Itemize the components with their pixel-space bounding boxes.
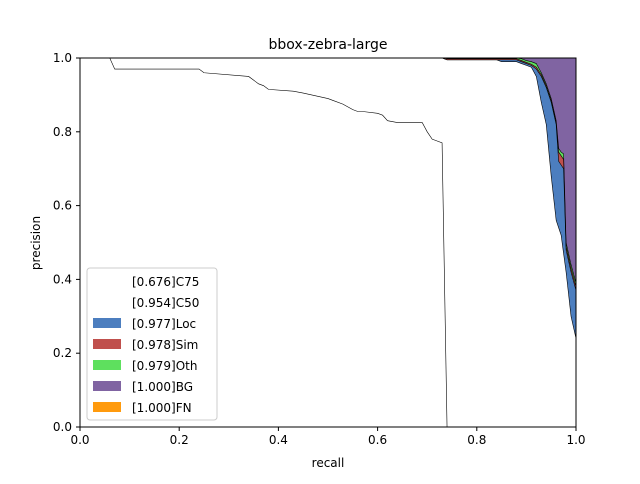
legend-swatch bbox=[93, 360, 121, 370]
legend-label: [0.954]C50 bbox=[132, 296, 199, 310]
legend-label: [0.979]Oth bbox=[132, 359, 197, 373]
y-tick-label: 0.6 bbox=[53, 199, 72, 213]
legend-swatch bbox=[93, 339, 121, 349]
legend-label: [0.676]C75 bbox=[132, 275, 199, 289]
legend-label: [0.977]Loc bbox=[132, 317, 196, 331]
y-tick-label: 0.4 bbox=[53, 272, 72, 286]
legend-swatch bbox=[93, 276, 121, 286]
chart-title: bbox-zebra-large bbox=[269, 37, 388, 53]
y-tick-label: 0.8 bbox=[53, 125, 72, 139]
y-tick-label: 0.2 bbox=[53, 346, 72, 360]
x-tick-label: 0.0 bbox=[70, 433, 89, 447]
x-tick-label: 0.8 bbox=[467, 433, 486, 447]
legend-label: [1.000]BG bbox=[132, 380, 193, 394]
legend-label: [0.978]Sim bbox=[132, 338, 198, 352]
legend-label: [1.000]FN bbox=[132, 401, 192, 415]
y-tick-label: 0.0 bbox=[53, 420, 72, 434]
x-tick-label: 0.4 bbox=[269, 433, 288, 447]
legend-swatch bbox=[93, 402, 121, 412]
x-axis-ticks: 0.0 0.2 0.4 0.6 0.8 1.0 bbox=[70, 427, 586, 447]
x-tick-label: 1.0 bbox=[566, 433, 585, 447]
legend-swatch bbox=[93, 297, 121, 307]
legend-swatch bbox=[93, 381, 121, 391]
area-band-1 bbox=[80, 58, 576, 427]
x-tick-label: 0.6 bbox=[368, 433, 387, 447]
plot-frame bbox=[79, 57, 577, 428]
x-tick-label: 0.2 bbox=[170, 433, 189, 447]
y-tick-label: 1.0 bbox=[53, 51, 72, 65]
y-axis-label: precision bbox=[29, 216, 43, 270]
x-axis-label: recall bbox=[312, 456, 345, 470]
legend-swatch bbox=[93, 318, 121, 328]
y-axis-ticks: 0.0 0.2 0.4 0.6 0.8 1.0 bbox=[53, 51, 80, 434]
legend: [0.676]C75 [0.954]C50 [0.977]Loc [0.978]Sim… bbox=[86, 267, 218, 421]
